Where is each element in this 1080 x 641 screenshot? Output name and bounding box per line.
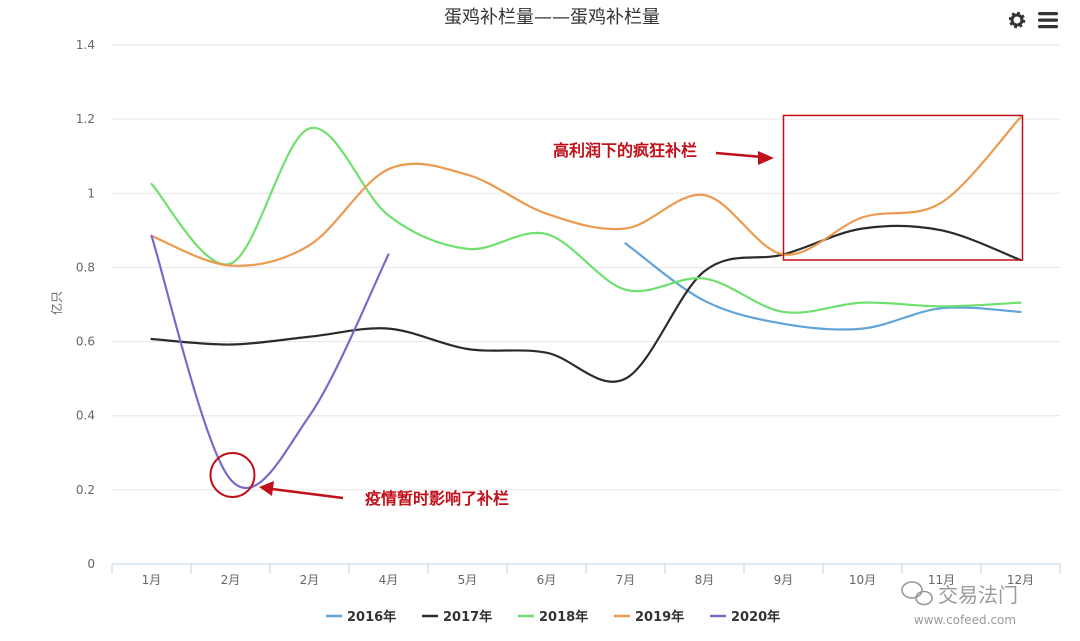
gear-icon[interactable] <box>1008 11 1026 29</box>
menu-icon[interactable] <box>1038 12 1058 29</box>
legend-label: 2017年 <box>443 609 492 625</box>
series-line-2[interactable] <box>150 126 1022 314</box>
axes: 1月 2月 2月 4月 5月 6月 7月 8月 9月 10月 11月 12月 <box>111 563 1061 587</box>
watermark-text: 交易法门 <box>938 583 1018 607</box>
highlight-circle <box>209 452 256 499</box>
x-tick-label: 5月 <box>458 573 478 587</box>
x-tick-label: 6月 <box>537 573 557 587</box>
x-tick-label: 9月 <box>774 573 794 587</box>
y-tick-label: 0 <box>87 557 95 571</box>
series <box>150 116 1022 489</box>
series-line-1[interactable] <box>150 224 1022 383</box>
annotation-text-epidemic: 疫情暂时影响了补栏 <box>365 489 509 508</box>
x-tick-label: 4月 <box>379 573 399 587</box>
highlight-box <box>782 114 1024 261</box>
y-tick-label: 0.2 <box>76 483 95 497</box>
x-tick-label: 7月 <box>616 573 636 587</box>
annotation-text-surge: 高利润下的疯狂补栏 <box>553 141 697 160</box>
y-tick-label: 1 <box>87 186 95 200</box>
legend-item[interactable]: 2017年 <box>422 609 492 625</box>
watermark-url: www.cofeed.com <box>914 613 1016 627</box>
y-tick-label: 0.6 <box>76 335 95 349</box>
x-tick-label: 1月 <box>142 573 162 587</box>
x-tick-label: 8月 <box>695 573 715 587</box>
arrow-shaft <box>715 151 763 159</box>
x-tick-label: 2月 <box>300 573 320 587</box>
wechat-logo-icon <box>901 581 933 606</box>
legend-label: 2019年 <box>635 609 684 625</box>
legend-item[interactable]: 2019年 <box>614 609 684 625</box>
watermark: 交易法门 www.cofeed.com <box>901 581 1018 627</box>
y-axis-label: 亿只 <box>49 291 64 315</box>
legend: 2016年 2017年 2018年 2019年 2020年 <box>326 609 780 625</box>
x-tick-label: 2月 <box>221 573 241 587</box>
arrow-head-icon <box>758 151 774 165</box>
legend-label: 2020年 <box>731 609 780 625</box>
arrow-head-icon <box>259 481 274 496</box>
legend-label: 2018年 <box>539 609 588 625</box>
x-tick-label: 10月 <box>849 573 876 587</box>
legend-label: 2016年 <box>347 609 396 625</box>
x-tick-label: 11月 <box>928 573 955 587</box>
arrow-shaft <box>271 487 344 500</box>
series-line-3[interactable] <box>150 116 1022 267</box>
y-tick-label: 0.8 <box>76 260 95 274</box>
y-tick-label: 0.4 <box>76 409 95 423</box>
series-line-0[interactable] <box>624 242 1022 331</box>
legend-item[interactable]: 2016年 <box>326 609 396 625</box>
legend-item[interactable]: 2020年 <box>710 609 780 625</box>
legend-item[interactable]: 2018年 <box>518 609 588 625</box>
chart-title: 蛋鸡补栏量——蛋鸡补栏量 <box>444 7 660 28</box>
y-tick-label: 1.2 <box>76 112 95 126</box>
y-tick-label: 1.4 <box>76 38 95 52</box>
series-line-4[interactable] <box>150 234 390 489</box>
x-tick-label: 12月 <box>1007 573 1034 587</box>
